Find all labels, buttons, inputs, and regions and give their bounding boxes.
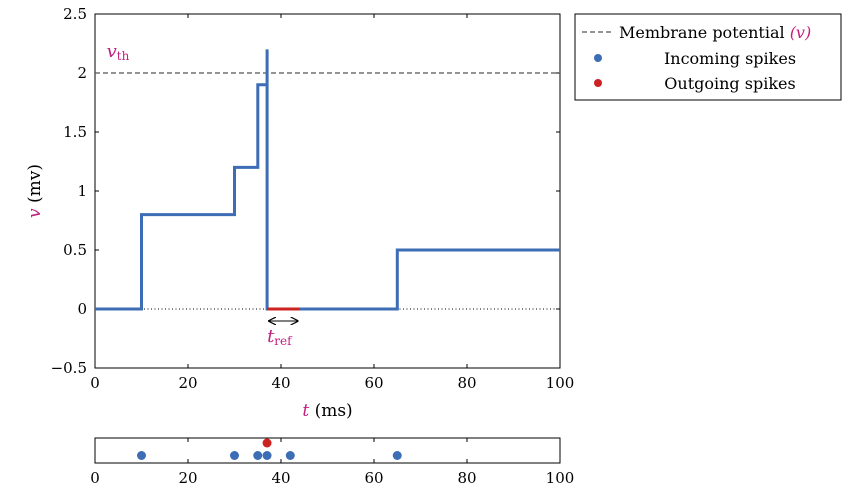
legend-entry-incoming-spikes: Incoming spikes <box>664 49 796 68</box>
membrane-potential-series <box>95 49 560 311</box>
main-x-tick-label: 20 <box>178 374 197 392</box>
incoming-spike-point <box>392 451 402 460</box>
raster-x-ticks: 0 20 40 60 80 100 <box>90 438 574 487</box>
main-plot-frame <box>94 13 561 369</box>
main-x-ticks: 0 20 40 60 80 100 <box>90 14 574 392</box>
raster-x-tick-label: 60 <box>364 469 383 487</box>
main-x-tick-label: 0 <box>90 374 100 392</box>
main-y-tick-label: −0.5 <box>51 359 87 377</box>
incoming-spike-point <box>285 451 295 460</box>
main-x-tick-label: 60 <box>364 374 383 392</box>
legend-box <box>574 13 842 101</box>
legend: Membrane potential (v) Incoming spikes O… <box>574 13 842 101</box>
main-y-tick-label: 0.5 <box>63 241 87 259</box>
main-y-ticks: −0.5 0 0.5 1 1.5 2 2.5 <box>51 5 560 377</box>
main-x-tick-label: 40 <box>271 374 290 392</box>
main-y-tick-label: 2 <box>77 64 87 82</box>
incoming-spike-point <box>137 451 146 460</box>
raster-spikes <box>137 438 402 460</box>
legend-incoming-dot-icon <box>594 54 602 62</box>
incoming-spike-point <box>262 451 272 460</box>
membrane-potential-plot: 0 20 40 60 80 100 −0.500.511.522.5 vth tref t… <box>25 5 574 421</box>
threshold-label: vth <box>107 41 130 63</box>
raster-x-tick-label: 40 <box>271 469 290 487</box>
incoming-spike-point <box>230 451 239 460</box>
y-axis-label: v (mv) <box>25 164 45 218</box>
raster-x-tick-label: 100 <box>546 469 575 487</box>
legend-entry-membrane-potential: Membrane potential (v) <box>619 23 811 42</box>
main-x-tick-label: 100 <box>546 374 575 392</box>
main-y-tick-label: 2.5 <box>63 5 87 23</box>
raster-x-tick-label: 0 <box>90 469 100 487</box>
main-y-tick-label: 1.5 <box>63 123 87 141</box>
raster-x-tick-label: 20 <box>178 469 197 487</box>
main-x-tick-label: 80 <box>457 374 476 392</box>
raster-frame <box>94 437 561 464</box>
main-y-tick-label: 0 <box>77 300 87 318</box>
x-axis-label: t (ms) <box>302 401 352 421</box>
refractory-label: tref <box>267 326 293 348</box>
incoming-spike-point <box>253 451 263 460</box>
spike-raster-plot: 0 20 40 60 80 100 <box>90 437 574 487</box>
raster-x-tick-label: 80 <box>457 469 476 487</box>
legend-entry-outgoing-spikes: Outgoing spikes <box>664 74 795 93</box>
outgoing-spike-point <box>262 438 272 448</box>
main-y-tick-label: 1 <box>77 182 87 200</box>
legend-outgoing-dot-icon <box>594 79 602 87</box>
